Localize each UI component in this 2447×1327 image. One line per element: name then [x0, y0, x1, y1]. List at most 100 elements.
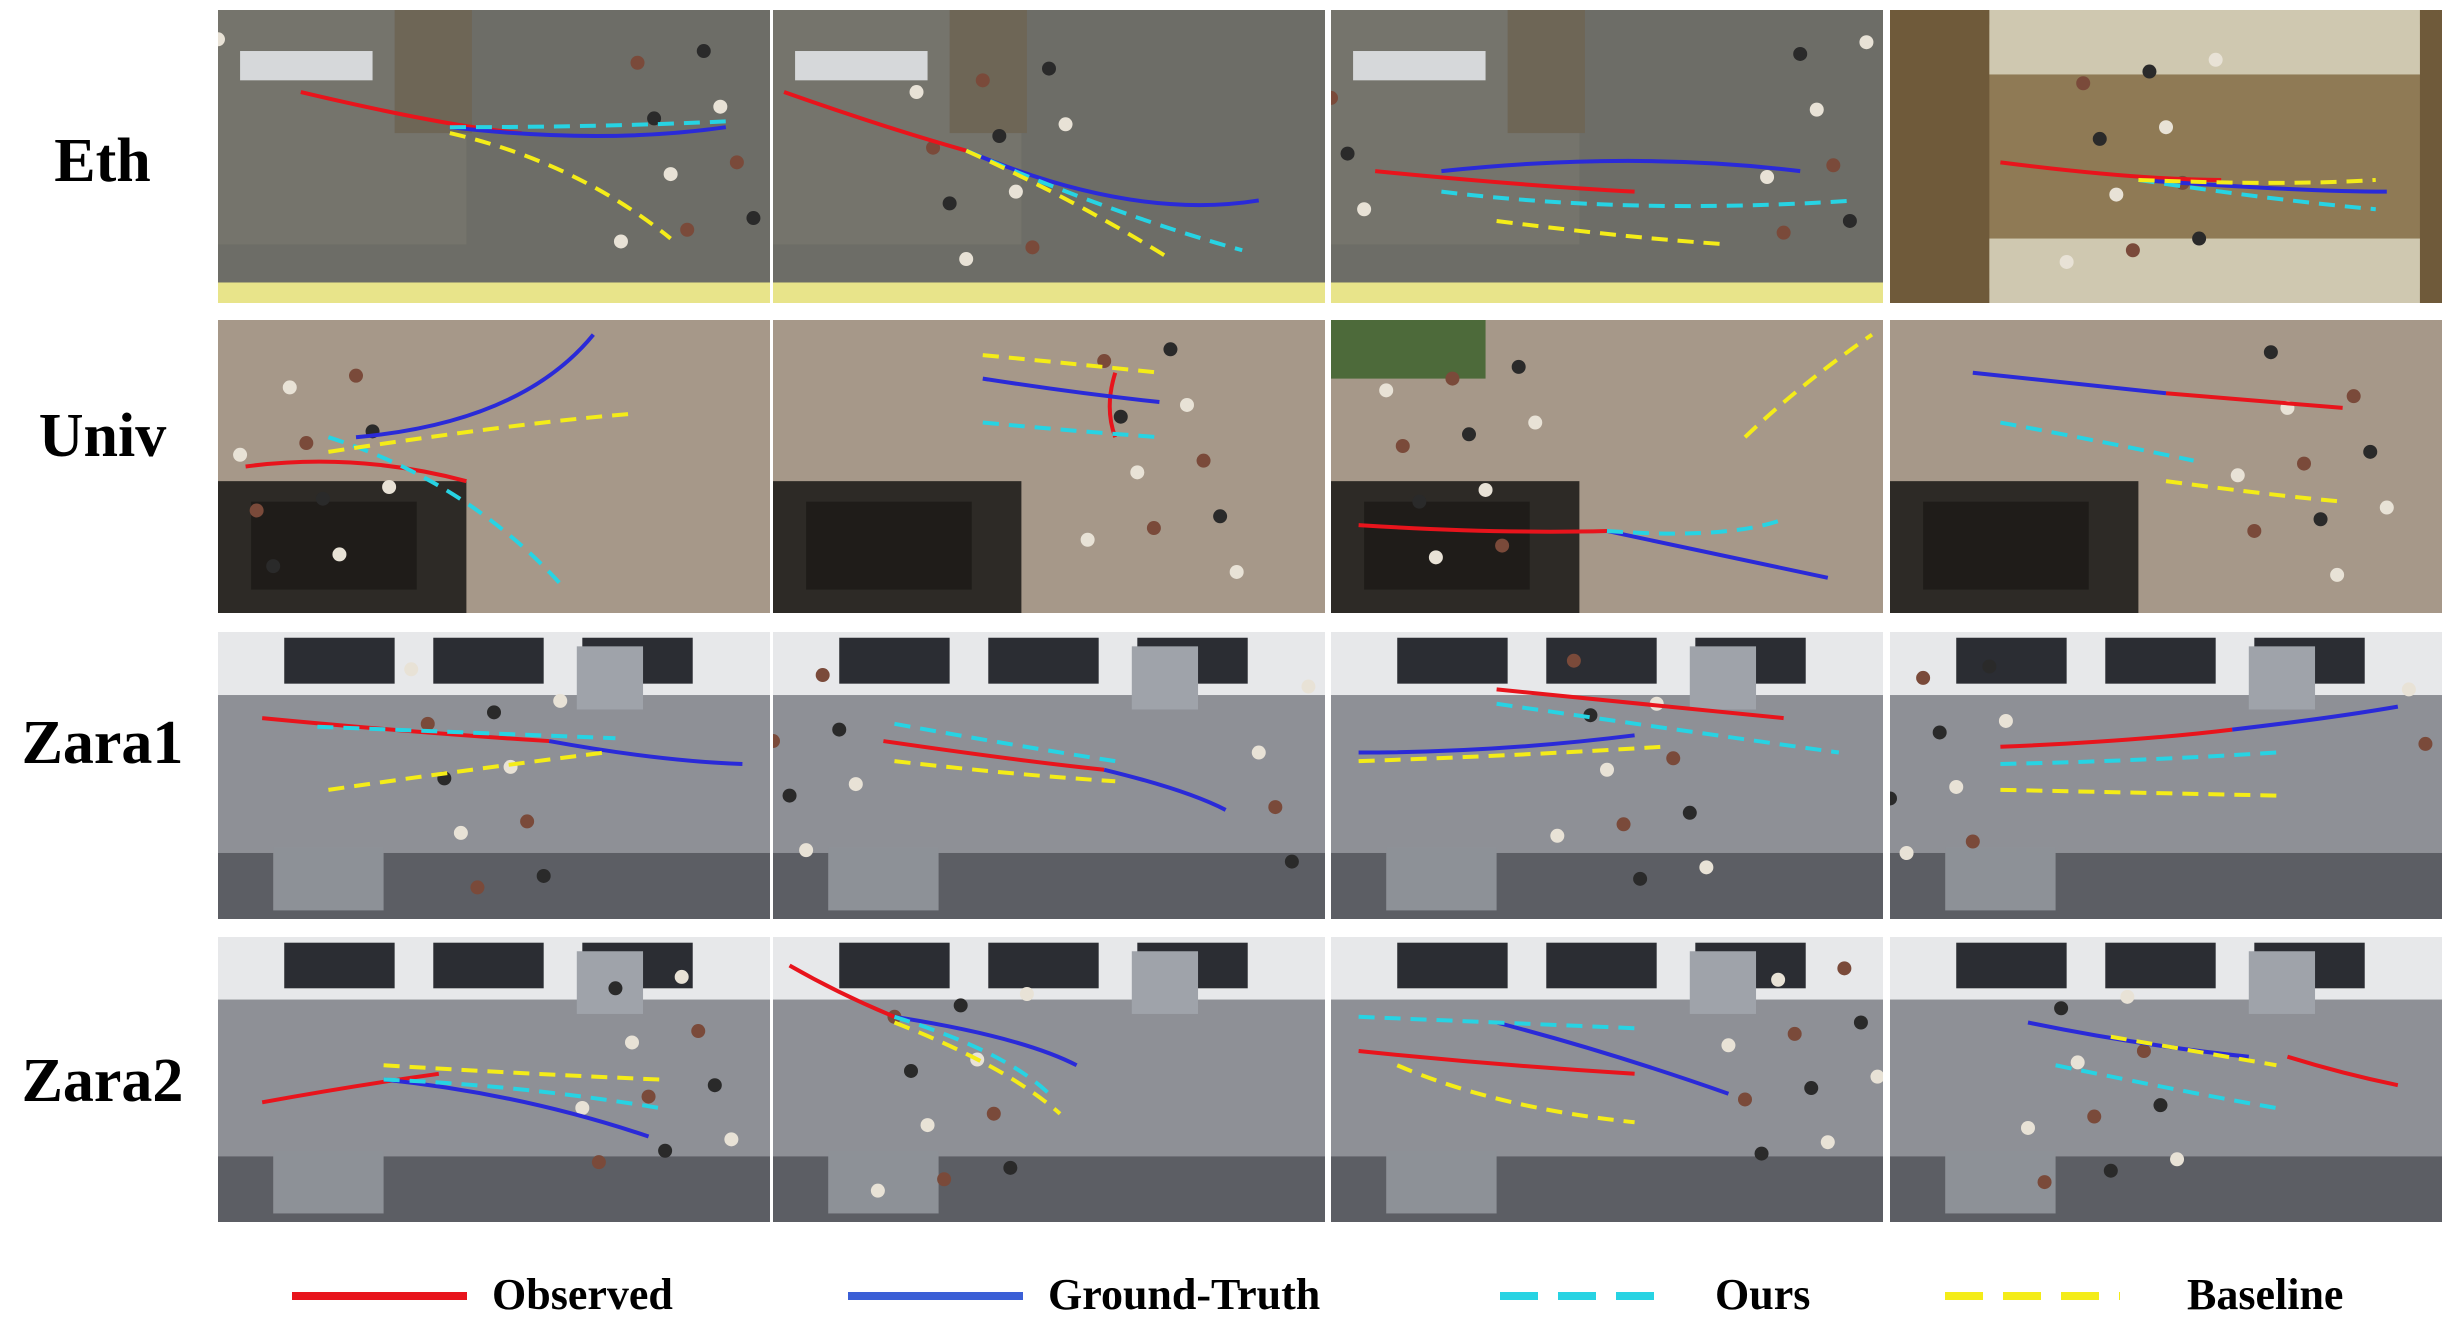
trajectory-observed — [1374, 169, 1635, 194]
pedestrian — [1826, 158, 1841, 173]
trajectory-ours — [327, 435, 562, 586]
trajectory-ours — [449, 119, 726, 130]
pedestrian — [249, 503, 264, 518]
scene-photo — [1890, 632, 2442, 919]
pedestrian — [1213, 509, 1228, 524]
pedestrian — [658, 1143, 673, 1158]
pedestrian — [815, 668, 830, 683]
bench — [240, 51, 373, 81]
pedestrian — [1965, 834, 1980, 849]
trajectory-baseline — [383, 1063, 660, 1082]
scene-panel-eth-2 — [773, 10, 1325, 303]
pedestrian — [2142, 64, 2157, 79]
pedestrian — [1058, 117, 1073, 132]
trajectory-baseline — [894, 759, 1116, 784]
scene-panel-zara-1 — [218, 937, 770, 1222]
pedestrian — [1699, 860, 1714, 875]
parked-car-bottom — [1386, 847, 1497, 911]
parked-car-bottom — [273, 847, 384, 911]
scene-photo — [773, 10, 1325, 303]
trajectory-observed — [2286, 1054, 2399, 1088]
pedestrian — [707, 1078, 722, 1093]
shop-window — [2105, 637, 2216, 684]
scene-photo — [1331, 937, 1883, 1222]
pedestrian — [266, 559, 281, 574]
pedestrian — [1357, 202, 1372, 217]
pedestrian — [536, 868, 551, 883]
scene-photo — [1890, 10, 2442, 303]
trajectory-observed — [783, 90, 967, 153]
pedestrian — [1771, 972, 1786, 987]
row-label-univ: Univ — [38, 402, 167, 470]
trajectory-observed — [1496, 687, 1784, 721]
row-label-eth: Eth — [54, 127, 151, 195]
scene-photo — [773, 320, 1325, 613]
building-top — [1989, 10, 2420, 75]
shop-window — [2105, 942, 2216, 989]
pedestrian — [2054, 1001, 2069, 1016]
trajectory-ground-truth — [1441, 158, 1801, 174]
bench — [795, 51, 928, 81]
scene-panel-zara-1 — [218, 632, 770, 919]
curb-edge — [1331, 282, 1883, 303]
trajectory-ours — [2055, 1063, 2277, 1110]
sidewalk — [1890, 999, 2442, 1157]
pedestrian — [1916, 670, 1931, 685]
trajectory-observed — [788, 963, 896, 1019]
pedestrian — [630, 55, 645, 70]
pedestrian — [1616, 817, 1631, 832]
trajectory-ours — [2000, 420, 2195, 463]
pedestrian — [404, 662, 419, 677]
pedestrian — [2103, 1163, 2118, 1178]
parked-car-bottom — [828, 1150, 939, 1214]
scene-photo — [1331, 632, 1883, 919]
pedestrian — [691, 1024, 706, 1039]
pedestrian — [904, 1063, 918, 1078]
pedestrian — [2263, 345, 2278, 360]
pedestrian — [799, 843, 814, 858]
scene-panel-univ-4 — [1890, 320, 2442, 613]
scene-photo — [1331, 320, 1883, 613]
shop-window — [988, 637, 1099, 684]
trajectory-observed — [883, 739, 1105, 772]
scene-panel-zara-3 — [1331, 937, 1883, 1222]
trajectory-ground-truth — [1103, 767, 1227, 812]
trajectory-ours — [982, 420, 1160, 440]
pedestrian — [1113, 409, 1128, 424]
trajectory-baseline — [2110, 1034, 2277, 1068]
pedestrian — [1042, 61, 1056, 76]
trajectory-observed — [1358, 1049, 1635, 1076]
pedestrian — [2153, 1098, 2168, 1113]
palm-shadow — [1923, 501, 2089, 590]
trajectory-baseline — [1496, 218, 1729, 247]
scene-panel-univ-2 — [773, 320, 1325, 613]
shop-window — [284, 942, 395, 989]
bench — [1353, 51, 1486, 81]
legend-swatch-ours — [1500, 1292, 1660, 1300]
pedestrian — [1080, 532, 1095, 547]
trajectory-ground-truth — [965, 148, 1260, 208]
trajectory-ours — [383, 1077, 660, 1110]
scene-photo — [218, 937, 770, 1222]
pedestrian — [2192, 231, 2207, 246]
legend-label-ground-truth: Ground-Truth — [1048, 1270, 1321, 1319]
trajectory-baseline — [1358, 744, 1663, 764]
pedestrian — [663, 167, 678, 182]
pedestrian — [1331, 90, 1338, 105]
pedestrian — [2037, 1175, 2052, 1190]
pedestrian — [1462, 427, 1476, 442]
parked-car-bottom — [1945, 1150, 2056, 1214]
pedestrian — [470, 880, 485, 895]
pedestrian — [608, 981, 623, 996]
pedestrian — [1776, 225, 1791, 240]
pedestrian — [848, 777, 863, 792]
parked-car-top — [2248, 646, 2316, 710]
pedestrian — [953, 998, 968, 1013]
pedestrian — [218, 32, 225, 47]
parked-car-bottom — [1386, 1150, 1497, 1214]
trajectory-observed — [1107, 372, 1118, 438]
scene-panel-zara-2 — [773, 632, 1325, 919]
pedestrian — [1025, 240, 1040, 255]
parked-car-top — [1131, 951, 1199, 1014]
trajectory-observed — [261, 1071, 440, 1105]
